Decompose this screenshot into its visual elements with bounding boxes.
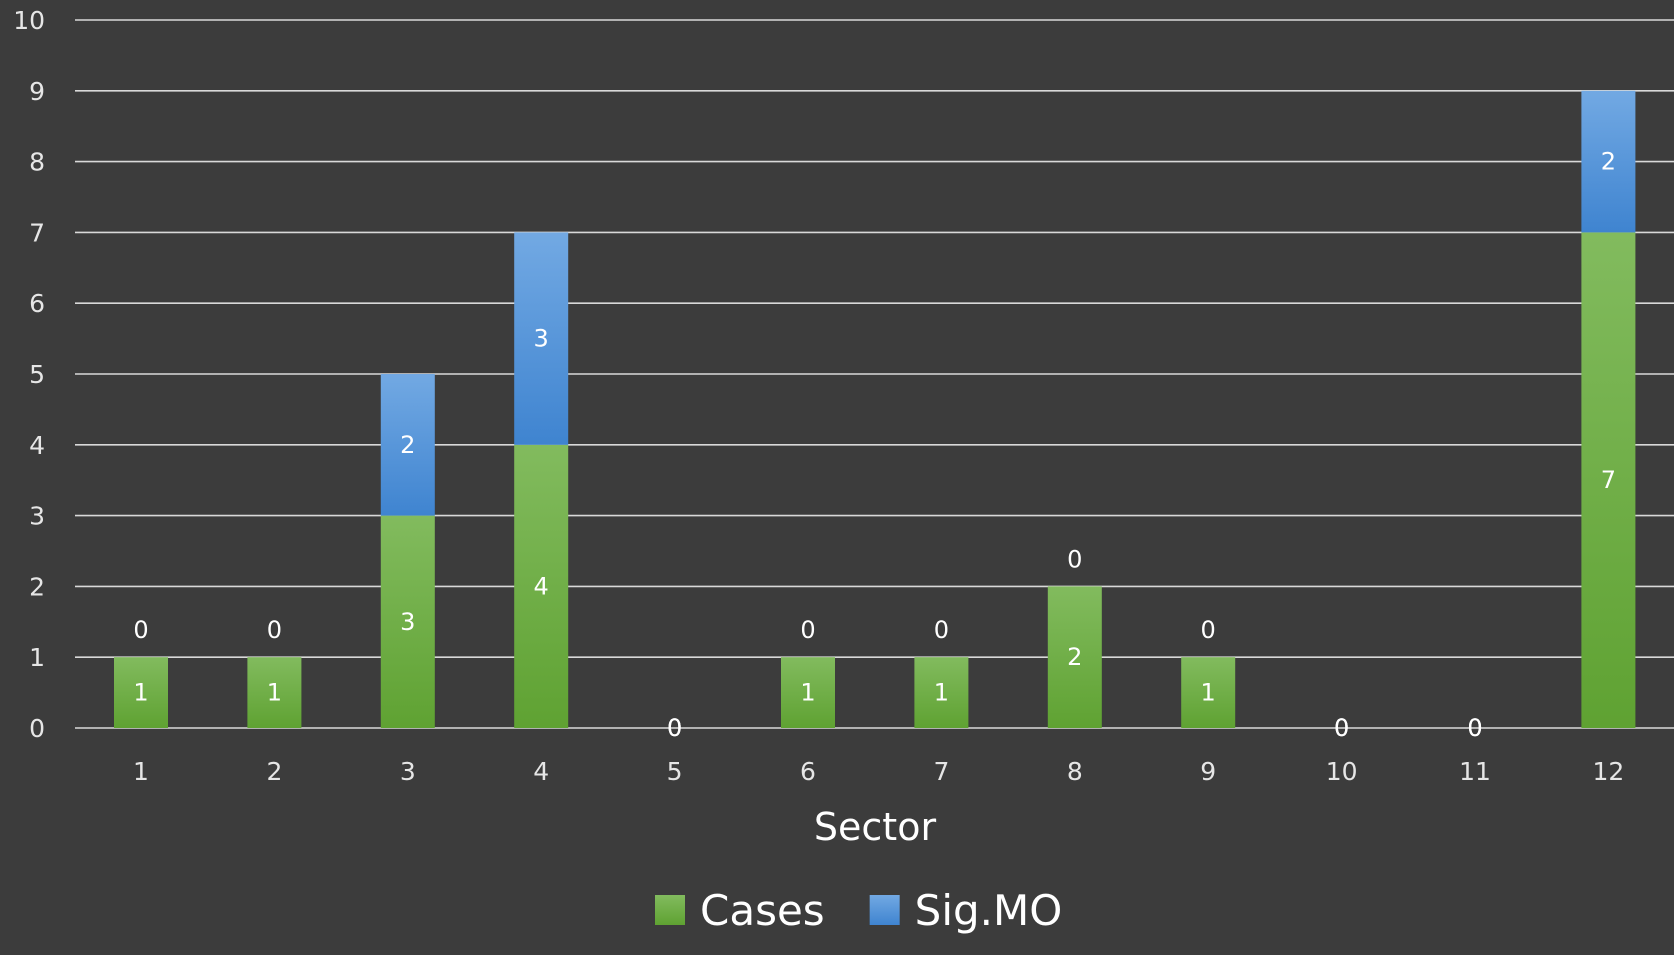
data-label: 2 [1601,148,1616,176]
legend-swatch [655,895,685,925]
data-label: 0 [800,616,815,644]
bars [114,90,1636,728]
data-label: 0 [1334,714,1349,742]
bar-cases [114,657,168,728]
y-tick-label: 4 [29,431,45,460]
x-tick-label: 1 [133,757,149,786]
data-label: 3 [400,608,415,636]
y-tick-label: 7 [29,218,45,247]
bar-sig-mo [514,232,569,445]
data-label: 0 [1467,714,1482,742]
y-tick-label: 0 [29,714,45,743]
x-tick-label: 4 [533,757,549,786]
y-tick-label: 10 [13,6,45,35]
legend-label: Cases [700,886,825,935]
data-label: 0 [667,714,682,742]
data-label: 2 [400,431,415,459]
y-tick-label: 6 [29,289,45,318]
data-label: 1 [800,679,815,707]
data-label: 0 [1467,714,1482,742]
legend-swatch [869,895,900,925]
x-tick-label: 2 [266,757,282,786]
x-tick-label: 9 [1200,757,1216,786]
bar-sig-mo [1581,90,1636,233]
data-label: 0 [267,616,282,644]
data-label: 7 [1601,466,1616,494]
x-tick-label: 5 [667,757,683,786]
data-label: 0 [1334,714,1349,742]
y-tick-label: 9 [29,77,45,106]
x-tick-label: 7 [933,757,949,786]
bar-cases [1047,586,1102,728]
gridlines [75,19,1674,729]
x-axis-ticks: 1 2 3 4 5 6 7 8 9 10 11 12 [133,757,1624,786]
bar-cases [380,515,435,728]
data-label: 0 [133,616,148,644]
data-label: 1 [267,679,282,707]
y-tick-label: 8 [29,148,45,177]
x-tick-label: 3 [400,757,416,786]
x-tick-label: 11 [1459,757,1491,786]
bar-sig-mo [380,374,435,516]
y-axis-ticks: 0 1 2 3 4 5 6 7 8 9 10 [13,6,45,743]
data-label: 4 [534,572,549,600]
x-tick-label: 8 [1067,757,1083,786]
data-label: 0 [1067,545,1082,573]
legend: Cases Sig.MO [655,886,1062,935]
data-label: 0 [667,714,682,742]
x-axis-title: Sector [814,805,937,849]
y-tick-label: 2 [29,572,45,601]
y-tick-label: 3 [29,502,45,531]
data-label: 0 [1201,616,1216,644]
data-label: 1 [1201,679,1216,707]
bar-cases [247,657,302,728]
bar-cases [514,444,569,728]
x-tick-label: 12 [1592,757,1624,786]
data-label: 3 [534,325,549,353]
data-label: 0 [934,616,949,644]
x-tick-label: 6 [800,757,816,786]
bar-cases [781,657,835,728]
y-tick-label: 5 [29,360,45,389]
bar-cases [1181,657,1236,728]
data-label: 1 [133,679,148,707]
data-label: 2 [1067,643,1082,671]
bar-cases [1581,232,1636,728]
bar-cases [914,657,969,728]
legend-label: Sig.MO [915,886,1063,935]
y-tick-label: 1 [29,643,45,672]
data-label: 1 [934,679,949,707]
x-tick-label: 10 [1326,757,1358,786]
